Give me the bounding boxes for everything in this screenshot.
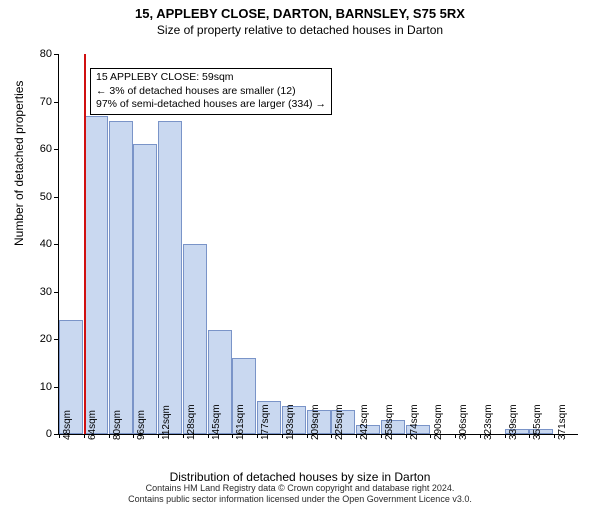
x-tick-mark (232, 434, 233, 438)
y-tick-label: 60 (24, 143, 52, 155)
x-tick-label: 209sqm (310, 404, 321, 440)
x-tick-mark (505, 434, 506, 438)
x-tick-label: 274sqm (409, 404, 420, 440)
x-tick-mark (455, 434, 456, 438)
y-tick-label: 70 (24, 96, 52, 108)
y-tick-mark (54, 149, 58, 150)
x-tick-mark (307, 434, 308, 438)
x-tick-label: 193sqm (285, 404, 296, 440)
x-tick-label: 161sqm (235, 404, 246, 440)
x-axis-label: Distribution of detached houses by size … (0, 470, 600, 484)
y-tick-label: 30 (24, 286, 52, 298)
x-tick-mark (529, 434, 530, 438)
x-tick-label: 323sqm (483, 404, 494, 440)
x-tick-mark (183, 434, 184, 438)
x-tick-mark (430, 434, 431, 438)
y-tick-label: 80 (24, 48, 52, 60)
y-tick-mark (54, 197, 58, 198)
x-tick-label: 177sqm (260, 404, 271, 440)
x-tick-label: 371sqm (557, 404, 568, 440)
y-tick-label: 40 (24, 238, 52, 250)
x-tick-label: 242sqm (359, 404, 370, 440)
y-tick-label: 10 (24, 381, 52, 393)
x-tick-mark (480, 434, 481, 438)
x-tick-mark (282, 434, 283, 438)
x-tick-label: 306sqm (458, 404, 469, 440)
x-tick-mark (59, 434, 60, 438)
x-tick-mark (331, 434, 332, 438)
y-tick-label: 20 (24, 333, 52, 345)
footer-line-1: Contains HM Land Registry data © Crown c… (0, 483, 600, 494)
x-tick-label: 258sqm (384, 404, 395, 440)
plot-area: 0102030405060708048sqm64sqm80sqm96sqm112… (58, 54, 578, 435)
x-tick-mark (406, 434, 407, 438)
annotation-line: ← 3% of detached houses are smaller (12) (96, 85, 326, 99)
y-tick-label: 50 (24, 191, 52, 203)
x-tick-label: 128sqm (186, 404, 197, 440)
y-tick-label: 0 (24, 428, 52, 440)
page-subtitle: Size of property relative to detached ho… (0, 23, 600, 37)
x-tick-label: 48sqm (62, 410, 73, 440)
page-title: 15, APPLEBY CLOSE, DARTON, BARNSLEY, S75… (0, 6, 600, 21)
annotation-box: 15 APPLEBY CLOSE: 59sqm← 3% of detached … (90, 68, 332, 115)
x-tick-mark (158, 434, 159, 438)
footer-attribution: Contains HM Land Registry data © Crown c… (0, 483, 600, 505)
y-tick-mark (54, 339, 58, 340)
x-tick-label: 112sqm (161, 405, 172, 440)
x-tick-label: 96sqm (136, 410, 147, 440)
x-tick-label: 355sqm (532, 404, 543, 440)
x-tick-label: 64sqm (87, 410, 98, 440)
x-tick-mark (109, 434, 110, 438)
x-tick-mark (84, 434, 85, 438)
annotation-line: 97% of semi-detached houses are larger (… (96, 98, 326, 112)
x-tick-label: 225sqm (334, 404, 345, 440)
x-tick-label: 80sqm (112, 410, 123, 440)
x-tick-mark (554, 434, 555, 438)
x-tick-mark (257, 434, 258, 438)
x-tick-mark (356, 434, 357, 438)
histogram-bar (158, 121, 182, 435)
histogram-bar (84, 116, 108, 434)
y-tick-mark (54, 102, 58, 103)
reference-line (84, 54, 86, 434)
x-tick-mark (208, 434, 209, 438)
y-tick-mark (54, 434, 58, 435)
y-tick-mark (54, 292, 58, 293)
x-tick-mark (381, 434, 382, 438)
chart-area: 0102030405060708048sqm64sqm80sqm96sqm112… (58, 54, 578, 434)
histogram-bar (109, 121, 133, 435)
x-tick-label: 339sqm (508, 404, 519, 440)
annotation-line: 15 APPLEBY CLOSE: 59sqm (96, 71, 326, 85)
x-tick-mark (133, 434, 134, 438)
x-tick-label: 145sqm (211, 404, 222, 440)
y-tick-mark (54, 244, 58, 245)
y-tick-mark (54, 387, 58, 388)
y-tick-mark (54, 54, 58, 55)
x-tick-label: 290sqm (433, 404, 444, 440)
histogram-bar (133, 144, 157, 434)
